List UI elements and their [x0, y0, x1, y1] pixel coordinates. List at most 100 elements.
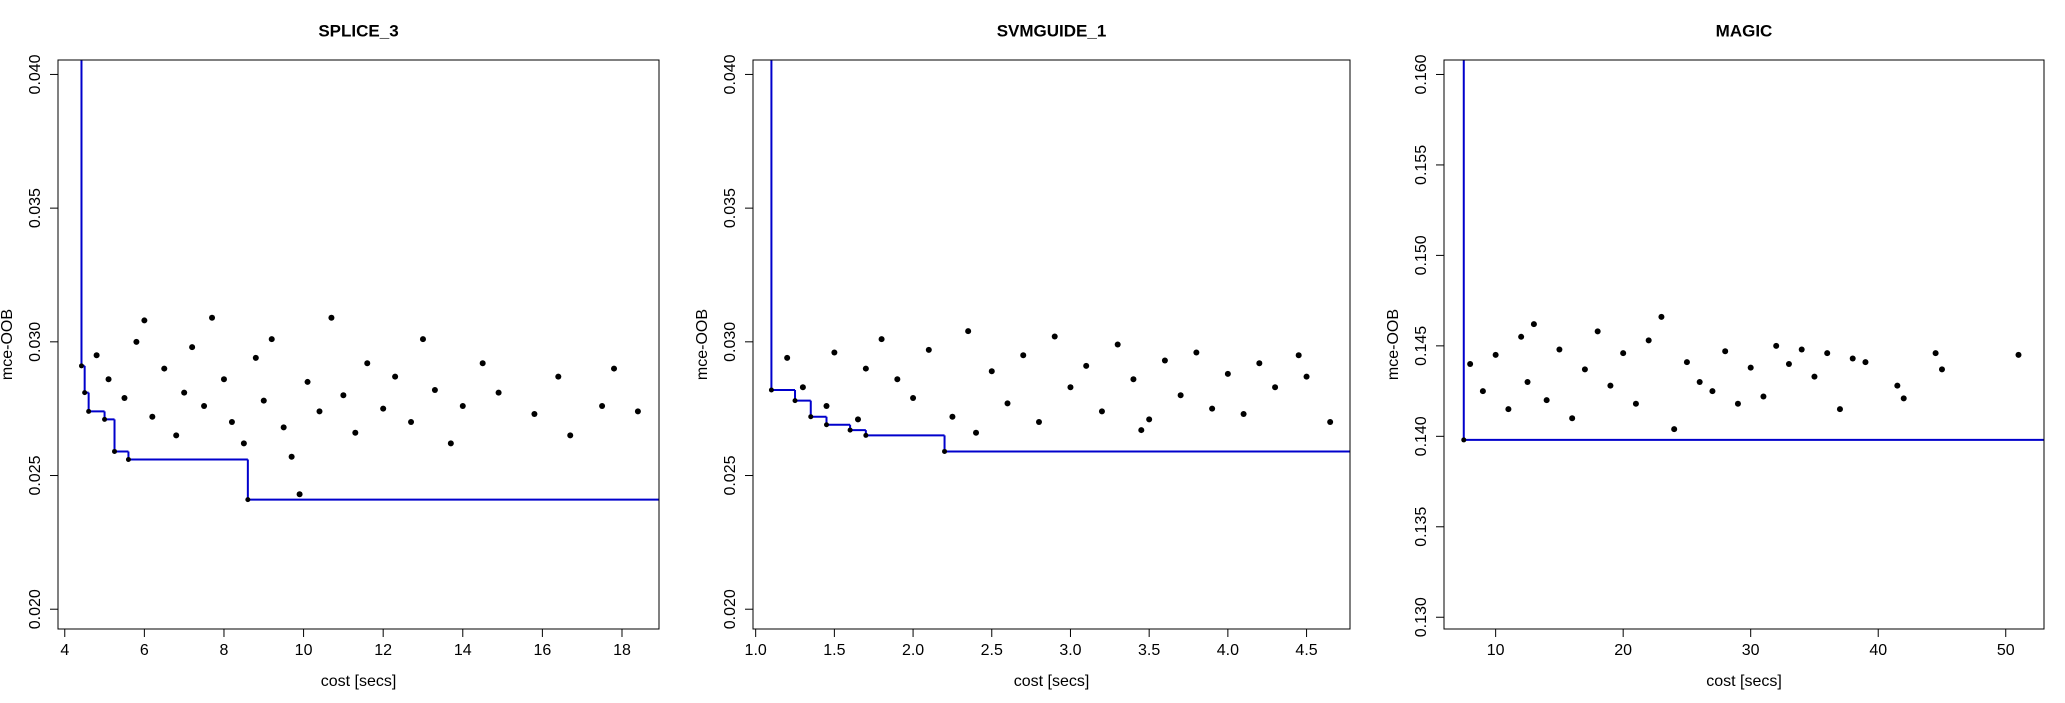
point [1811, 373, 1818, 380]
point [1569, 415, 1576, 422]
point [304, 378, 311, 385]
x-tick-label: 40 [1869, 642, 1887, 659]
point [1556, 346, 1563, 353]
panel-title: SVMGUIDE_1 [997, 21, 1107, 40]
point [1051, 333, 1058, 340]
point [1098, 408, 1105, 415]
x-tick-label: 12 [374, 642, 392, 659]
point [133, 338, 140, 345]
point [209, 314, 216, 321]
y-tick-label: 0.150 [1413, 235, 1430, 275]
point [2015, 351, 2022, 358]
x-tick-label: 20 [1614, 642, 1632, 659]
x-axis-label: cost [secs] [321, 673, 397, 690]
point [201, 402, 208, 409]
frontier-point [86, 408, 92, 414]
x-tick-label: 18 [613, 642, 631, 659]
frontier-point [942, 448, 948, 454]
frontier-step [83, 365, 89, 394]
frontier-step [113, 419, 129, 453]
x-axis-label: cost [secs] [1014, 673, 1090, 690]
frontier-step [87, 392, 105, 413]
frontier-step [794, 389, 811, 402]
y-tick-label: 0.025 [27, 455, 44, 495]
point [328, 314, 335, 321]
point [1581, 366, 1588, 373]
frontier-point [102, 416, 108, 422]
point [1594, 328, 1601, 335]
point [1530, 321, 1537, 328]
point [189, 344, 196, 351]
x-tick-label: 4.5 [1295, 642, 1317, 659]
plot-area [78, 60, 659, 503]
point [296, 491, 303, 498]
point [1505, 406, 1512, 413]
x-tick-label: 2.5 [981, 642, 1003, 659]
panel: MAGIC cost [secs] mce-OOB 10 20 30 40 50 0.130 0.… [1385, 21, 2045, 690]
x-tick-label: 8 [220, 642, 229, 659]
frontier-point [78, 363, 84, 369]
point [1492, 351, 1499, 358]
point [220, 376, 227, 383]
x-tick-label: 2.0 [902, 642, 924, 659]
point [1193, 349, 1200, 356]
point [1671, 426, 1678, 433]
point [925, 346, 932, 353]
plot-area [1461, 60, 2044, 443]
y-tick-label: 0.155 [1413, 145, 1430, 185]
point [1272, 384, 1279, 391]
frontier-step [770, 60, 796, 391]
y-tick-label: 0.160 [1413, 54, 1430, 94]
y-tick-label: 0.020 [722, 589, 739, 629]
point [1224, 370, 1231, 377]
point [1083, 362, 1090, 369]
y-tick-label: 0.035 [27, 188, 44, 228]
frontier-step [127, 451, 248, 461]
point [1722, 348, 1729, 355]
frontier-point [863, 432, 869, 438]
plot-frame [752, 59, 1351, 630]
point [1327, 419, 1334, 426]
x-tick-label: 3.0 [1059, 642, 1081, 659]
point [854, 416, 861, 423]
point [316, 408, 323, 415]
point [599, 402, 606, 409]
frontier-step [864, 430, 945, 437]
x-tick-label: 10 [295, 642, 313, 659]
frontier-point [82, 390, 88, 396]
point [862, 365, 869, 372]
point [340, 392, 347, 399]
point [141, 317, 148, 324]
point [1620, 350, 1627, 357]
frontier-point [1461, 437, 1467, 443]
point [380, 405, 387, 412]
point [181, 389, 188, 396]
frontier-step [1462, 60, 2044, 441]
point [988, 368, 995, 375]
point [1734, 400, 1741, 407]
frontier-step [246, 459, 659, 501]
x-tick-label: 16 [533, 642, 551, 659]
point [459, 402, 466, 409]
point [949, 413, 956, 420]
point [1524, 379, 1531, 386]
point [831, 349, 838, 356]
x-tick-label: 4.0 [1217, 642, 1239, 659]
point [1161, 357, 1168, 364]
point [531, 411, 538, 418]
y-tick-label: 0.020 [27, 589, 44, 629]
point [1004, 400, 1011, 407]
x-tick-label: 14 [454, 642, 472, 659]
point [1518, 333, 1525, 340]
point [1824, 350, 1831, 357]
point [823, 402, 830, 409]
point [240, 440, 247, 447]
y-axis-label: mce-OOB [1385, 309, 1402, 380]
point [784, 354, 791, 361]
point [352, 429, 359, 436]
point [1696, 379, 1703, 386]
point [1256, 360, 1263, 367]
y-tick-label: 0.130 [1413, 597, 1430, 637]
